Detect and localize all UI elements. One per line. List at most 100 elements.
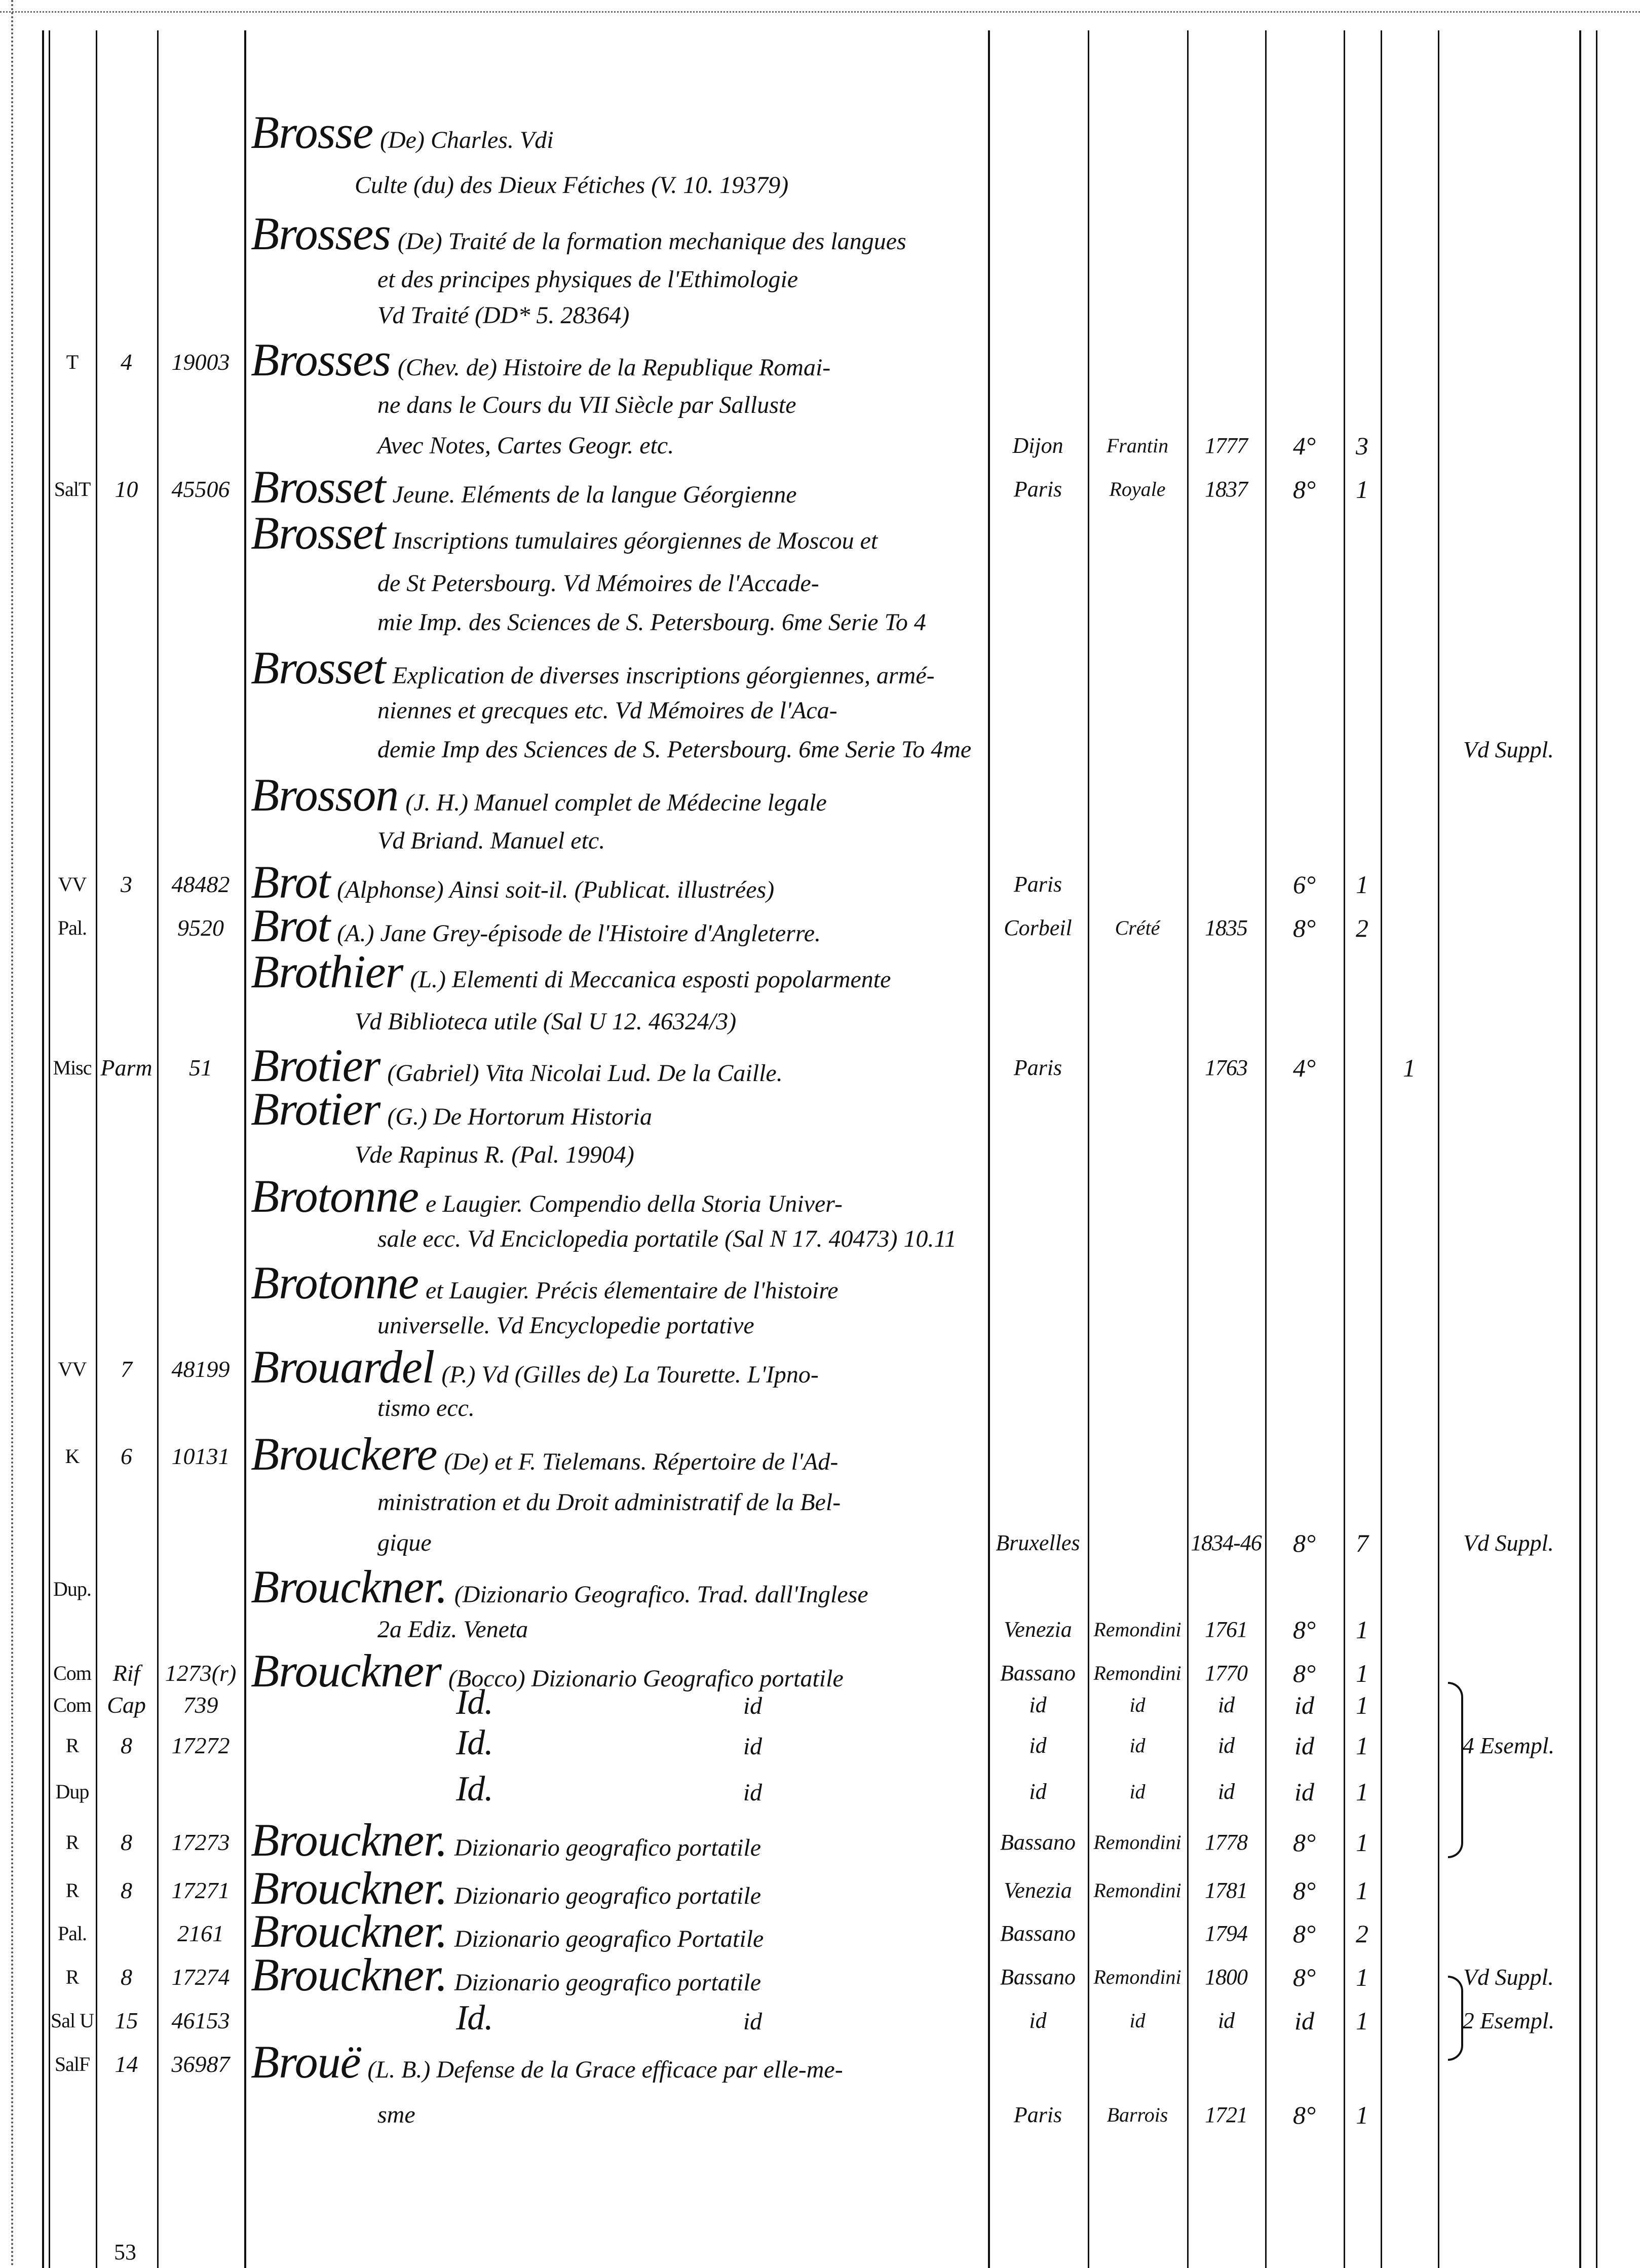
entry-title: Culte (du) des Dieux Fétiches (V. 10. 19… [355,172,789,199]
entry-text: ne dans le Cours du VII Siècle par Sallu… [377,382,796,428]
entry-author: Id. [456,1683,493,1722]
cell-c3: 48199 [171,1356,230,1382]
column-rule [1265,30,1267,2268]
cell-format: 4° [1293,432,1316,460]
entry-title: (Alphonse) Ainsi soit-il. (Publicat. ill… [337,876,775,903]
cell-c3: 48482 [171,871,230,897]
cell-place: id [1029,1733,1047,1758]
entry-title: (A.) Jane Grey-épisode de l'Histoire d'A… [337,920,821,947]
entry-text: Vd Briand. Manuel etc. [377,818,605,864]
cell-printer: id [1129,2009,1146,2032]
entry-title: sale ecc. Vd Enciclopedia portatile (Sal… [377,1225,957,1252]
entry-author: Brot [251,900,330,951]
catalog-row: VV 3 48482 Paris 6° 1 Brot (Alphonse) Ainsi soi… [0,859,1640,907]
cell-printer: id [1129,1780,1146,1803]
cell-c1: Misc [53,1056,92,1079]
column-rule [42,30,44,2268]
cell-c1: Com [53,1662,92,1684]
catalog-row: Brosset Inscriptions tumulaires géorgienn… [0,510,1640,558]
cell-format: 8° [1293,914,1316,942]
entry-text: Brouardel (P.) Vd (Gilles de) La Tourette… [251,1343,819,1398]
page-number: 53 [114,2240,136,2264]
entry-text: Id. id [456,1769,762,1816]
cell-vols: 1 [1356,1876,1368,1905]
cell-place: Paris [1013,2102,1062,2127]
entry-title: id [743,1733,762,1760]
entry-text: Brouckner. (Dizionario Geografico. Trad. … [251,1563,868,1618]
entry-author: Brot [251,856,330,908]
entry-author: Brouë [251,2036,361,2088]
cell-place: Paris [1013,872,1062,897]
entry-author: Brosset [251,642,386,694]
catalog-row: Vd Briand. Manuel etc. [0,818,1640,864]
cell-year: 1763 [1205,1055,1248,1080]
cell-year: id [1217,1733,1235,1758]
cell-c3: 17271 [171,1877,230,1903]
entry-text: Vd Biblioteca utile (Sal U 12. 46324/3) [355,999,736,1045]
cell-note: Vd Suppl. [1463,1530,1554,1556]
cell-vols: 1 [1356,1778,1368,1806]
entry-text: Brotier (Gabriel) Vita Nicolai Lud. De la… [251,1042,783,1096]
entry-title: (Bocco) Dizionario Geografico portatile [448,1665,844,1692]
cell-c2: 6 [121,1443,132,1469]
entry-text: Brot (Alphonse) Ainsi soit-il. (Publicat.… [251,859,775,913]
entry-title: niennes et grecques etc. Vd Mémoires de … [377,697,837,724]
catalog-row: Com Cap 739 id id id id 1 Id. id [0,1682,1640,1728]
entry-text: et des principes physiques de l'Ethimolo… [377,257,798,302]
catalog-row: Culte (du) des Dieux Fétiches (V. 10. 19… [0,163,1640,208]
entry-title: Explication de diverses inscriptions géo… [392,662,935,689]
entry-author: Brotonne [251,1170,419,1222]
entry-text: Brouckner. Dizionario geografico portatil… [251,1817,761,1871]
entry-author: Brosset [251,507,386,559]
cell-extra: 1 [1403,1054,1416,1082]
catalog-row: R 8 17274 Bassano Remondini 1800 8° 1 Vd Suppl. B… [0,1951,1640,2000]
cell-c2: 10 [115,476,138,502]
cell-printer: Remondini [1093,1831,1181,1854]
entry-author: Brouardel [251,1341,435,1393]
entry-text: demie Imp des Sciences de S. Petersbourg… [377,727,971,773]
cell-place: Bassano [1000,1921,1076,1946]
cell-year: 1778 [1205,1830,1248,1855]
entry-title: et Laugier. Précis élementaire de l'hist… [425,1277,838,1304]
cell-vols: 1 [1356,2007,1368,2035]
cell-c3: 2161 [177,1920,224,1946]
entry-title: Vd Biblioteca utile (Sal U 12. 46324/3) [355,1008,737,1035]
catalog-row: Brotier (G.) De Hortorum Historia [0,1086,1640,1134]
catalog-row: Misc Parm 51 Paris 1763 4° 1 Brotier (Gabriel) V… [0,1042,1640,1091]
entry-author: Brouckner. [251,1814,448,1866]
cell-printer: Remondini [1093,1618,1181,1641]
entry-text: Brouckere (De) et F. Tielemans. Répertoir… [251,1431,838,1485]
entry-text: Brouckner. Dizionario geografico portatil… [251,1865,761,1919]
entry-author: Brouckner [251,1645,442,1697]
cell-place: id [1029,2008,1047,2033]
entry-title: mie Imp. des Sciences de S. Petersbourg.… [377,609,926,636]
entry-text: universelle. Vd Encyclopedie portative [377,1303,754,1349]
entry-text: Avec Notes, Cartes Geogr. etc. [377,423,674,469]
cell-place: Venezia [1004,1878,1072,1903]
cell-year: 1800 [1205,1965,1248,1989]
column-rule [1088,30,1089,2268]
entry-author: Brouckner. [251,1561,448,1612]
catalog-row: Com Rif 1273(r) Bassano Remondini 1770 8° 1 Brou… [0,1647,1640,1696]
cell-printer: Royale [1109,478,1166,501]
entry-title: gique [377,1529,432,1556]
column-rule [1596,30,1597,2268]
column-rule [1438,30,1439,2268]
entry-text: mie Imp. des Sciences de S. Petersbourg.… [377,600,926,645]
cell-format: 6° [1293,870,1316,899]
cell-place: id [1029,1779,1047,1804]
entry-text: de St Petersbourg. Vd Mémoires de l'Acca… [377,561,819,606]
entry-title: Dizionario geografico portatile [454,1834,761,1861]
cell-c3: 1273(r) [165,1660,237,1686]
entry-title: 2a Ediz. Veneta [377,1616,528,1643]
cell-vols: 1 [1356,2101,1368,2129]
cell-c2: 7 [121,1356,132,1382]
column-rule [988,30,990,2268]
entry-title: (G.) De Hortorum Historia [387,1103,652,1130]
entry-text: Vde Rapinus R. (Pal. 19904) [355,1132,634,1178]
cell-c1: Dup [55,1780,90,1803]
catalog-row: ne dans le Cours du VII Siècle par Sallu… [0,382,1640,428]
entry-text: Id. id [456,1682,762,1729]
cell-year: 1721 [1205,2102,1248,2127]
catalog-row: Sal U 15 46153 id id id id 1 2 Esempl. Id. id [0,1998,1640,2044]
